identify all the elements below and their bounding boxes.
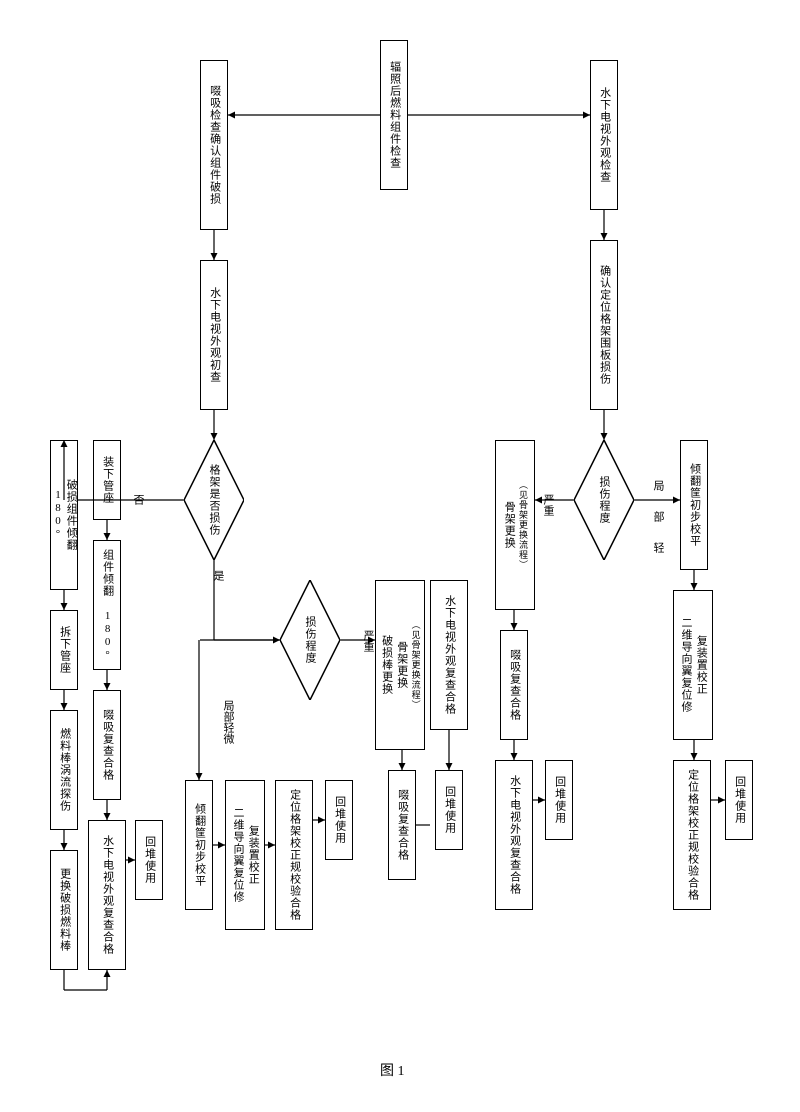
ys-1: 破损棒更换 骨架更换 （见骨架更换流程） <box>375 580 425 750</box>
rl-4: 回堆使用 <box>725 760 753 840</box>
rs-3: 水下电视外观复查合格 <box>495 760 533 910</box>
left-l1: 啜吸检查确认组件破损 <box>200 60 228 230</box>
no-n5: 装下管座 <box>93 440 121 520</box>
yl-2: 二维导向翼复位修 复装置校正 <box>225 780 265 930</box>
yl-1: 倾翻筐初步校平 <box>185 780 213 910</box>
diamond-damage-degree-1: 损伤程度 <box>280 580 340 700</box>
label-severe-2: 严重 <box>540 494 556 516</box>
diamond-damage-degree-2: 损伤程度 <box>574 440 634 560</box>
ys-4: 回堆使用 <box>435 770 463 850</box>
rl-3: 定位格架校正规校验合格 <box>673 760 711 910</box>
ys-2: 啜吸复查合格 <box>388 770 416 880</box>
rs-2: 啜吸复查合格 <box>500 630 528 740</box>
right-r1: 水下电视外观检查 <box>590 60 618 210</box>
figure-label: 图 1 <box>380 1060 405 1080</box>
no-n1: 破损组件倾翻 180° <box>50 440 78 590</box>
rs-1: 骨架更换 （见骨架更换流程） <box>495 440 535 610</box>
rs-4: 回堆使用 <box>545 760 573 840</box>
label-light-2: 局 部 轻 <box>650 480 666 557</box>
no-n4: 更换破损燃料棒 <box>50 850 78 970</box>
root-text: 辐照后燃料组件检查 <box>387 61 400 169</box>
root-box: 辐照后燃料组件检查 <box>380 40 408 190</box>
no-n9: 回堆使用 <box>135 820 163 900</box>
label-yes: 是 <box>210 570 226 581</box>
no-n7: 啜吸复查合格 <box>93 690 121 800</box>
label-light-1: 局部轻微 <box>220 700 236 744</box>
no-n2: 拆下管座 <box>50 610 78 690</box>
left-l2: 水下电视外观初查 <box>200 260 228 410</box>
label-no: 否 <box>130 494 146 505</box>
yl-4: 回堆使用 <box>325 780 353 860</box>
rl-1: 倾翻筐初步校平 <box>680 440 708 570</box>
diamond-grid-damage: 格架是否损伤 <box>184 440 244 560</box>
label-severe-1: 严重 <box>360 630 376 652</box>
no-n8: 水下电视外观复查合格 <box>88 820 126 970</box>
no-n6: 组件倾翻 180° <box>93 540 121 670</box>
right-r2: 确认定位格架围板损伤 <box>590 240 618 410</box>
ys-3: 水下电视外观复查合格 <box>430 580 468 730</box>
yl-3: 定位格架校正规校验合格 <box>275 780 313 930</box>
rl-2: 二维导向翼复位修 复装置校正 <box>673 590 713 740</box>
no-n3: 燃料棒涡流探伤 <box>50 710 78 830</box>
